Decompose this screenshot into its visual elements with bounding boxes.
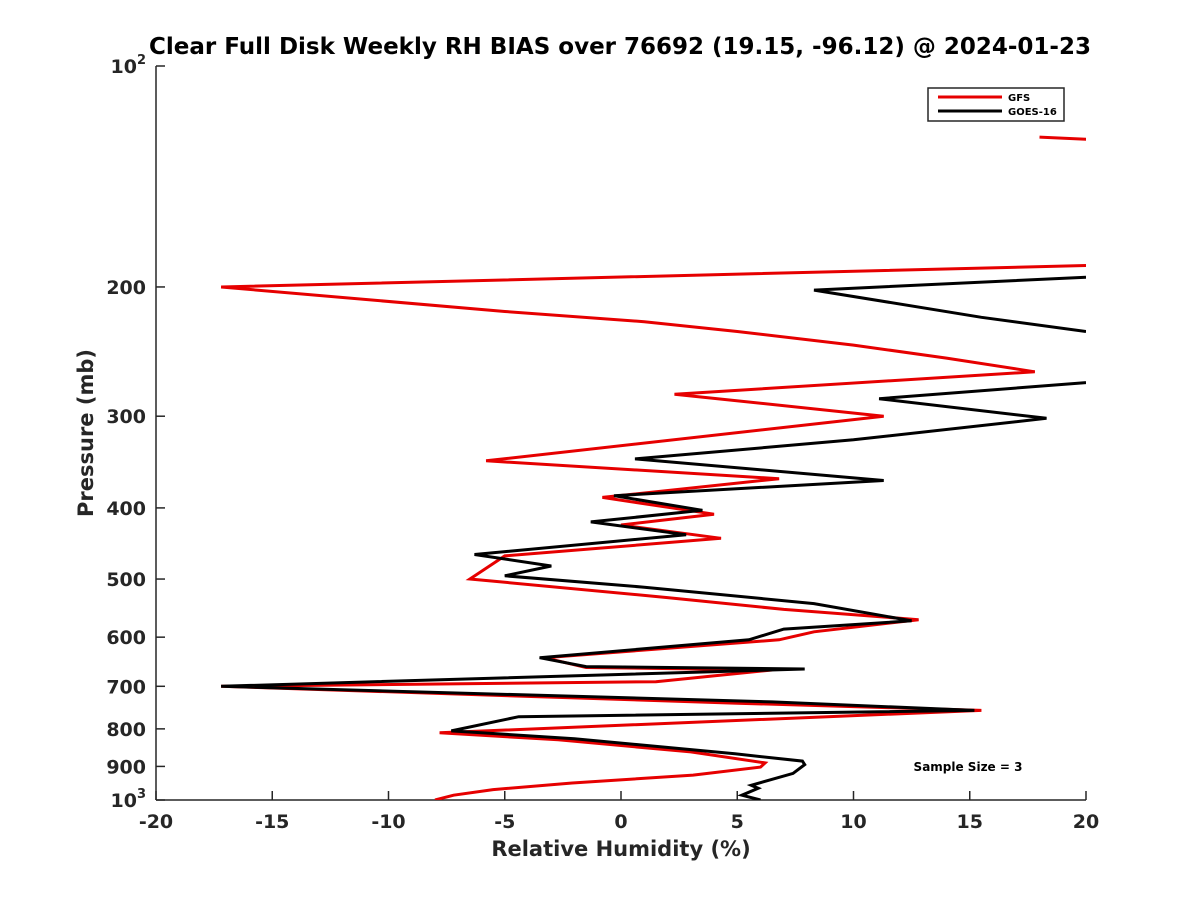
legend: GFS GOES-16 <box>927 87 1065 122</box>
chart-title: Clear Full Disk Weekly RH BIAS over 7669… <box>149 34 1091 60</box>
legend-label: GFS <box>1008 93 1030 104</box>
plot-background <box>156 66 1086 800</box>
plot-area <box>156 66 1086 800</box>
x-tick-label: 10 <box>840 811 866 833</box>
y-tick-label: 102 <box>111 53 147 78</box>
series-line-gfs <box>220 264 1086 800</box>
y-tick-label: 700 <box>106 676 146 698</box>
x-tick-label: -10 <box>371 811 405 833</box>
y-axis-label: Pressure (mb) <box>74 349 98 517</box>
x-tick-label: -20 <box>139 811 173 833</box>
x-tick-label: 20 <box>1073 811 1099 833</box>
legend-label: GOES-16 <box>1008 107 1057 118</box>
y-tick-label: 600 <box>106 627 146 649</box>
y-tick-label: 103 <box>111 787 147 812</box>
x-tick-label: 15 <box>957 811 983 833</box>
y-tick-label: 500 <box>106 569 146 591</box>
series-line-goes-16 <box>221 381 1086 800</box>
y-tick-label: 800 <box>106 719 146 741</box>
y-tick-label: 400 <box>106 498 146 520</box>
x-tick-label: -15 <box>255 811 289 833</box>
y-tick-label: 300 <box>106 406 146 428</box>
x-axis-label: Relative Humidity (%) <box>491 837 750 861</box>
y-tick-label: 200 <box>106 277 146 299</box>
legend-box <box>927 87 1065 122</box>
series-line-goes-16 <box>813 275 1086 333</box>
axes <box>155 65 1087 801</box>
x-tick-label: 5 <box>731 811 744 833</box>
y-tick-label: 900 <box>106 756 146 778</box>
series-lines <box>220 135 1086 800</box>
x-tick-label: -5 <box>494 811 515 833</box>
x-tick-label: 0 <box>614 811 627 833</box>
series-line-gfs <box>1039 135 1086 141</box>
sample-size-annotation: Sample Size = 3 <box>914 760 1023 774</box>
tick-labels: -20 -15 -10 -5 0 5 10 15 20 102 200 300 400 500 600 700… <box>106 53 1099 833</box>
